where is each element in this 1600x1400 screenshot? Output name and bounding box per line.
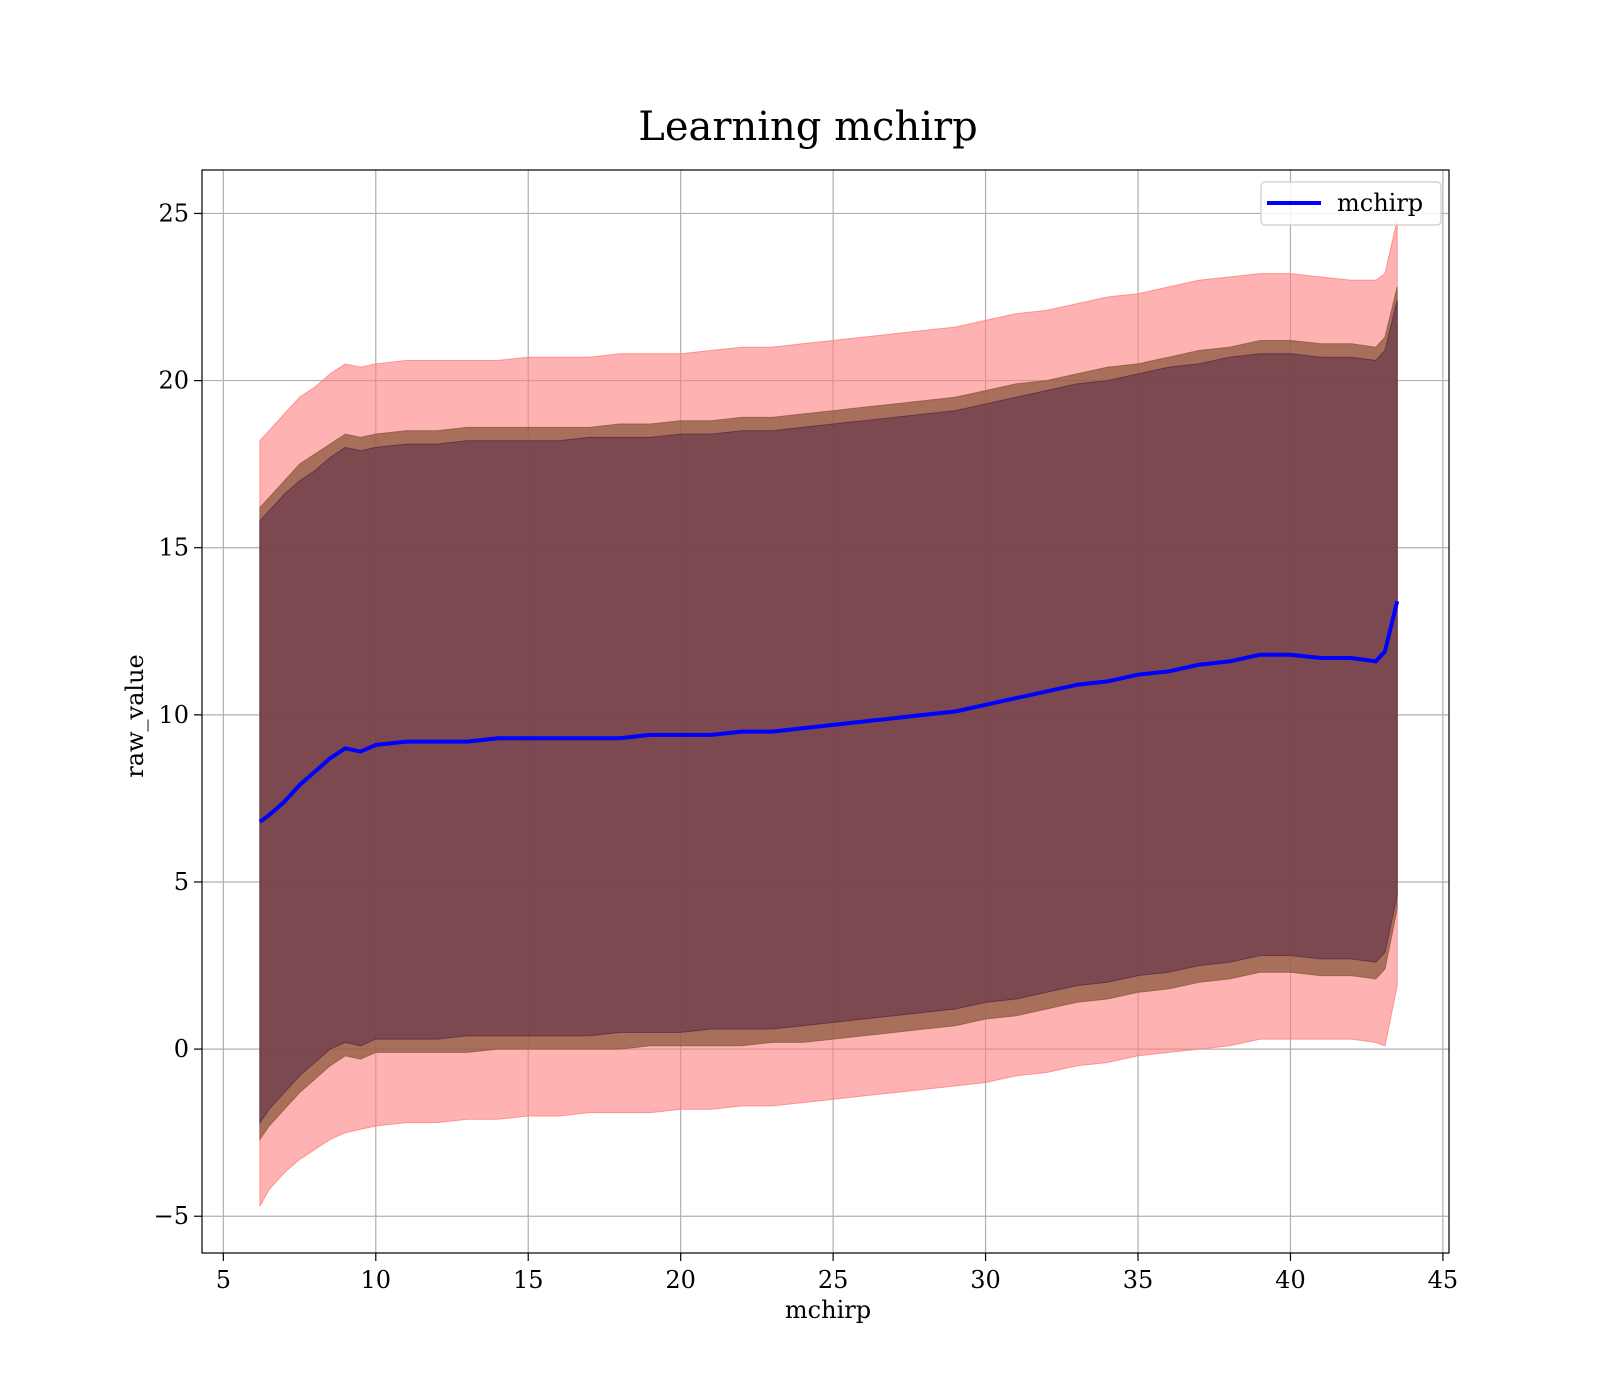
x-tick-label-7: 40 <box>1275 1266 1306 1294</box>
x-tick-label-3: 20 <box>665 1266 696 1294</box>
y-tick-label-2: 5 <box>174 868 189 896</box>
x-axis-label: mchirp <box>785 1296 871 1324</box>
series-lines <box>258 600 1400 824</box>
x-tick-label-0: 5 <box>216 1266 231 1294</box>
x-tick-label-4: 25 <box>818 1266 849 1294</box>
y-tick-label-6: 25 <box>158 199 189 227</box>
plot-frame <box>201 169 1450 1254</box>
x-axis-ticks: 5 10 15 20 25 30 35 40 45 <box>216 1253 1458 1294</box>
x-tick-label-6: 35 <box>1123 1266 1154 1294</box>
y-axis-ticks: −5 0 5 10 15 20 25 <box>154 199 202 1230</box>
confidence-bands <box>259 219 1398 1207</box>
series-line-mchirp <box>258 600 1400 824</box>
x-tick-label-1: 10 <box>361 1266 392 1294</box>
band-inner <box>259 300 1398 1125</box>
y-axis-label: raw_value <box>121 654 149 778</box>
y-tick-label-3: 10 <box>158 701 189 729</box>
chart-title: Learning mchirp <box>638 104 977 150</box>
y-tick-label-0: −5 <box>154 1202 189 1230</box>
x-tick-label-8: 45 <box>1428 1266 1459 1294</box>
y-tick-label-4: 15 <box>158 534 189 562</box>
legend-box <box>1260 181 1442 226</box>
x-tick-label-2: 15 <box>513 1266 544 1294</box>
legend: mchirp <box>1260 181 1442 226</box>
y-tick-label-1: 0 <box>174 1035 189 1063</box>
x-tick-label-5: 30 <box>970 1266 1001 1294</box>
legend-entry-mchirp: mchirp <box>1337 189 1423 217</box>
y-tick-label-5: 20 <box>158 367 189 395</box>
